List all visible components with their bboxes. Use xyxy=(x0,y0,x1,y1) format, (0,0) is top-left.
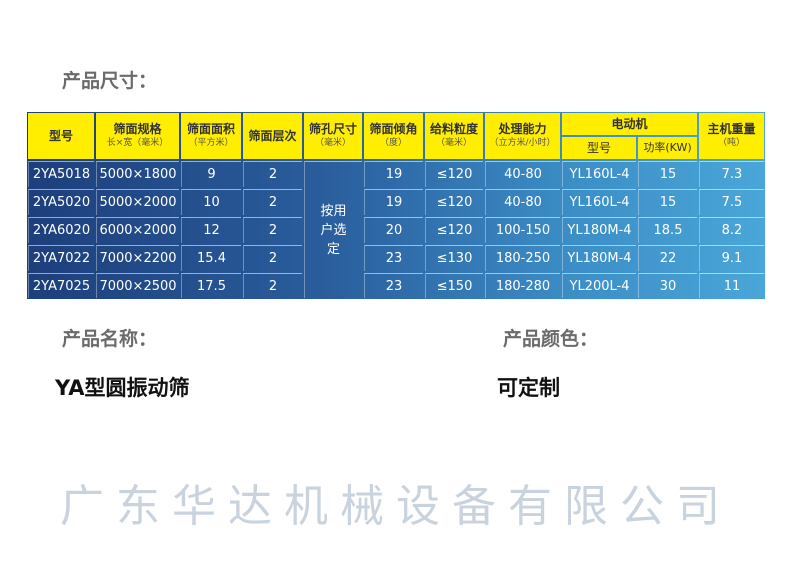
table-cell: 5000×2000 xyxy=(96,189,179,215)
table-cell: 2YA6020 xyxy=(28,217,94,243)
table-cell: 40-80 xyxy=(485,161,560,187)
header-label: 筛面倾角 xyxy=(369,122,418,136)
table-cell: ≤120 xyxy=(425,217,483,243)
table-cell: 15.4 xyxy=(181,245,241,271)
table-cell: 180-250 xyxy=(485,245,560,271)
header-label: 主机重量 xyxy=(707,122,756,136)
table-cell: 7.5 xyxy=(699,189,764,215)
header-unit: （平方米） xyxy=(188,138,234,148)
column-header-motor-power: 功率(KW) xyxy=(638,137,697,159)
table-cell: 22 xyxy=(638,245,697,271)
header-label: 筛面层次 xyxy=(248,129,297,143)
table-cell: ≤120 xyxy=(425,161,483,187)
column-header: 筛面倾角 （度） xyxy=(364,113,423,159)
column-header-motor: 电动机 xyxy=(562,113,697,135)
column-header: 主机重量 （吨） xyxy=(699,113,764,159)
column-header: 筛面层次 xyxy=(243,113,302,159)
hole-size-cell: 按用户选定 xyxy=(304,161,362,298)
table-cell: 40-80 xyxy=(485,189,560,215)
header-label: 处理能力 xyxy=(498,122,547,136)
table-cell: 19 xyxy=(364,161,423,187)
column-header: 给料粒度 （毫米） xyxy=(425,113,483,159)
table-cell: 2YA5020 xyxy=(28,189,94,215)
header-label: 电动机 xyxy=(611,117,648,131)
table-cell: 19 xyxy=(364,189,423,215)
table-cell: YL160L-4 xyxy=(562,189,636,215)
product-color: 可定制 xyxy=(497,376,560,400)
table-cell: 6000×2000 xyxy=(96,217,179,243)
name-section-title: 产品名称： xyxy=(62,328,158,350)
table-cell: 2YA7022 xyxy=(28,245,94,271)
table-cell: ≤120 xyxy=(425,189,483,215)
table-cell: 11 xyxy=(699,273,764,298)
header-label: 型号 xyxy=(586,141,611,155)
table-cell: 15 xyxy=(638,189,697,215)
table-cell: 2YA5018 xyxy=(28,161,94,187)
table-cell: 2 xyxy=(243,161,302,187)
table-cell: 2 xyxy=(243,273,302,298)
watermark: 广东华达机械设备有限公司 xyxy=(60,481,732,532)
column-header: 处理能力 （立方米/小时） xyxy=(485,113,560,159)
color-section-title: 产品颜色： xyxy=(503,328,599,350)
header-unit: 长×宽（毫米） xyxy=(106,138,169,148)
product-name: YA型圆振动筛 xyxy=(55,376,190,400)
header-unit: （度） xyxy=(379,138,407,148)
table-cell: 30 xyxy=(638,273,697,298)
table-cell: 18.5 xyxy=(638,217,697,243)
table-cell: 12 xyxy=(181,217,241,243)
table-cell: 2 xyxy=(243,189,302,215)
table-cell: 15 xyxy=(638,161,697,187)
size-section-title: 产品尺寸： xyxy=(62,70,158,92)
column-header: 筛面面积 （平方米） xyxy=(181,113,241,159)
column-header: 筛面规格长×宽（毫米） xyxy=(96,113,179,159)
header-label: 筛孔尺寸 xyxy=(308,122,357,136)
table-cell: 2 xyxy=(243,217,302,243)
table-cell: 7000×2200 xyxy=(96,245,179,271)
header-unit: （毫米） xyxy=(314,138,351,148)
table-cell: YL160L-4 xyxy=(562,161,636,187)
header-label: 给料粒度 xyxy=(429,122,478,136)
table-cell: 2YA7025 xyxy=(28,273,94,298)
table-cell: YL180M-4 xyxy=(562,245,636,271)
table-cell: YL180M-4 xyxy=(562,217,636,243)
table-cell: ≤150 xyxy=(425,273,483,298)
header-label: 型号 xyxy=(48,129,73,143)
table-cell: 7.3 xyxy=(699,161,764,187)
table-cell: 17.5 xyxy=(181,273,241,298)
table-cell: 20 xyxy=(364,217,423,243)
table-cell: 180-280 xyxy=(485,273,560,298)
table-cell: ≤130 xyxy=(425,245,483,271)
table-cell: 10 xyxy=(181,189,241,215)
table-cell: 8.2 xyxy=(699,217,764,243)
column-header: 型号 xyxy=(28,113,94,159)
table-cell: 23 xyxy=(364,245,423,271)
header-unit: （毫米） xyxy=(435,138,472,148)
spec-table: 型号 筛面规格长×宽（毫米） 筛面面积 （平方米） 筛面层次 筛孔尺寸 （毫米） 筛面倾角 （度… xyxy=(27,112,765,299)
column-header-motor-model: 型号 xyxy=(562,137,636,159)
header-unit: （立方米/小时） xyxy=(489,138,556,148)
table-cell: YL200L-4 xyxy=(562,273,636,298)
table-cell: 100-150 xyxy=(485,217,560,243)
header-label: 筛面面积 xyxy=(186,122,235,136)
table-cell: 23 xyxy=(364,273,423,298)
table-cell: 9.1 xyxy=(699,245,764,271)
header-label: 功率(KW) xyxy=(643,141,692,154)
table-cell: 7000×2500 xyxy=(96,273,179,298)
table-cell: 5000×1800 xyxy=(96,161,179,187)
header-label: 筛面规格 xyxy=(113,122,162,136)
header-unit: （吨） xyxy=(717,138,745,148)
table-cell: 2 xyxy=(243,245,302,271)
column-header: 筛孔尺寸 （毫米） xyxy=(304,113,362,159)
table-cell: 9 xyxy=(181,161,241,187)
